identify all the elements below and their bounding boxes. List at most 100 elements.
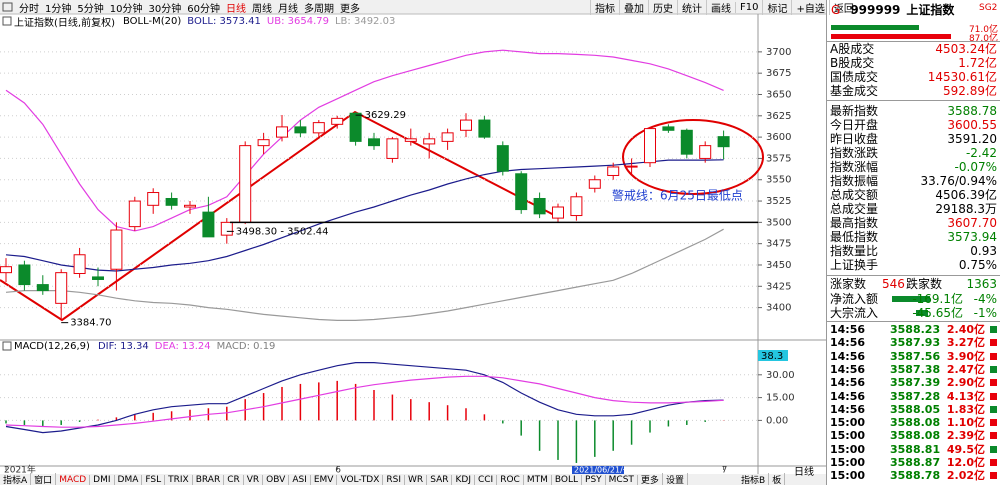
candle-body — [92, 276, 104, 280]
trade-row: 14:56 3587.28 4.13亿 — [830, 390, 997, 403]
y-tick-label: 3500 — [766, 217, 791, 228]
trade-amount: 12.0亿 — [946, 456, 985, 469]
row-label: 跌家数 — [906, 277, 943, 291]
row-label: 指数涨幅 — [830, 160, 879, 174]
y-tick-label: 3425 — [766, 281, 791, 292]
indicator-tab[interactable]: BOLL — [552, 474, 583, 485]
period-tab[interactable]: 日线 — [225, 3, 246, 15]
trade-time: 14:56 — [830, 349, 866, 363]
candle-body — [147, 192, 160, 206]
candle-body — [349, 112, 362, 142]
period-tab[interactable]: 60分钟 — [187, 3, 220, 15]
trade-time: 15:00 — [830, 442, 866, 456]
indicator-tab[interactable]: DMA — [115, 474, 143, 485]
row-value: 0.75% — [958, 258, 997, 272]
indicator-tab[interactable]: 更多 — [638, 473, 663, 485]
indicator-tab[interactable]: OBV — [263, 474, 290, 485]
toolbar-button[interactable]: 返回 — [828, 0, 858, 15]
indicator-tab[interactable]: WR — [405, 474, 428, 485]
trade-time: 15:00 — [830, 469, 866, 483]
toolbar-button[interactable]: F10 — [735, 1, 762, 13]
breadth-row: 涨家数 546 跌家数 1363 — [830, 277, 997, 291]
period-tab[interactable]: 30分钟 — [148, 3, 182, 15]
row-label: 上证换手 — [830, 258, 879, 272]
candle-body — [36, 284, 49, 292]
chart-header: 上证指数(日线,前复权) BOLL-M(20) BOLL: 3573.41 UB: 3… — [14, 14, 401, 29]
indicator-tab[interactable]: 设置 — [663, 473, 688, 485]
indicator-tab[interactable]: DMI — [90, 474, 115, 485]
indicator-tab[interactable]: 指标B — [738, 473, 770, 485]
period-tab[interactable]: 周线 — [251, 3, 272, 15]
indicator-tab[interactable]: CCI — [475, 474, 498, 485]
toolbar-button[interactable]: 历史 — [648, 0, 677, 15]
indicator-tab[interactable]: MACD — [56, 474, 91, 485]
trade-amount: 2.39亿 — [946, 429, 985, 443]
stat-row: 最低指数 3573.94 — [830, 230, 997, 244]
row-label: 最高指数 — [830, 216, 879, 230]
candle-body — [220, 221, 233, 236]
indicator-tab[interactable]: KDJ — [452, 474, 475, 485]
toolbar-button[interactable]: 画线 — [706, 0, 735, 15]
indicator-tab[interactable]: 板 — [769, 473, 786, 485]
indicator-tab[interactable]: BRAR — [193, 474, 225, 485]
indicator-tab[interactable]: VOL-TDX — [337, 474, 384, 485]
period-tab[interactable]: 更多 — [339, 3, 360, 15]
x-tick-label: 6 — [335, 466, 341, 476]
macd-header: MACD(12,26,9) DIF: 13.34 DEA: 13.24 MACD: 0… — [14, 341, 281, 352]
indicator-tab[interactable]: FSL — [142, 474, 166, 485]
toolbar-button[interactable]: 统计 — [677, 0, 706, 15]
toolbar-button[interactable]: 叠加 — [619, 0, 648, 15]
row-label: 总成交量 — [830, 202, 879, 216]
trade-price: 3587.93 — [890, 336, 941, 350]
period-tab[interactable]: 5分钟 — [77, 3, 104, 15]
toolbar-button[interactable]: +自选 — [791, 0, 828, 15]
period-label[interactable]: 日线 — [794, 467, 814, 478]
stat-row: 最新指数 3588.78 — [830, 104, 997, 118]
indicator-tab[interactable]: 窗口 — [31, 473, 57, 485]
quote-header: G 999999 上证指数 — [831, 1, 954, 18]
candle-body — [423, 138, 436, 145]
y-tick-label: 3475 — [766, 239, 791, 250]
indicator-tab[interactable]: 指标A — [0, 473, 32, 485]
candle-body — [441, 132, 454, 142]
indicator-tab[interactable]: TRIX — [165, 474, 193, 485]
period-tab[interactable]: 多周期 — [303, 3, 334, 15]
period-tab[interactable]: 月线 — [277, 3, 298, 15]
period-tab[interactable]: 1分钟 — [45, 3, 72, 15]
panel-icon — [2, 341, 12, 351]
row-value: 14530.61亿 — [927, 70, 997, 84]
annotation: 3629.29 — [365, 110, 406, 121]
candle-body — [552, 206, 564, 219]
indicator-line — [5, 362, 724, 434]
period-tab[interactable]: 10分钟 — [109, 3, 143, 15]
chart-area: 3400 3425 3450 3475 3500 3525 3550 3575 3600 3625… — [0, 0, 826, 485]
indicator-tab[interactable]: VR — [244, 474, 264, 485]
y-tick-label: 30.00 — [766, 370, 795, 381]
period-tab[interactable]: 分时 — [19, 3, 39, 15]
indicator-tab[interactable]: MTM — [524, 474, 552, 485]
indicator-tab[interactable]: CR — [224, 474, 244, 485]
indicator-tab[interactable]: ASI — [289, 474, 311, 485]
indicator-tab[interactable]: EMV — [311, 474, 338, 485]
y-tick-label: 0.00 — [766, 415, 788, 426]
row-label: 指数涨跌 — [830, 146, 879, 160]
candle-body — [644, 128, 656, 164]
indicator-tab[interactable]: ROC — [497, 474, 524, 485]
trade-amount: 2.90亿 — [946, 376, 985, 390]
candle-body — [662, 126, 675, 131]
turnover-row: B股成交 1.72亿 — [830, 56, 997, 70]
indicator-tab[interactable]: SAR — [427, 474, 453, 485]
toolbar-button[interactable]: 指标 — [590, 0, 619, 15]
indicator-tabs: 指标A 窗口 MACD DMI DMA FSL TRIX BRAR CR VR OBV ASI EMV V… — [0, 473, 688, 485]
indicator-line — [5, 228, 724, 321]
candle-body — [18, 264, 31, 286]
indicator-b-tabs: 指标B 板 — [738, 473, 786, 485]
period-tabs: 分时 1分钟 5分钟 10分钟 30分钟 60分钟 日线 周线 月线 多周期 更多 — [16, 0, 363, 15]
indicator-tab[interactable]: MCST — [606, 474, 638, 485]
legend-entry: BOLL: 3573.41 — [187, 15, 261, 27]
indicator-tab[interactable]: RSI — [383, 474, 406, 485]
indicator-tab[interactable]: PSY — [582, 474, 606, 485]
toolbar-button[interactable]: 标记 — [762, 0, 791, 15]
trade-price: 3588.87 — [890, 456, 941, 469]
